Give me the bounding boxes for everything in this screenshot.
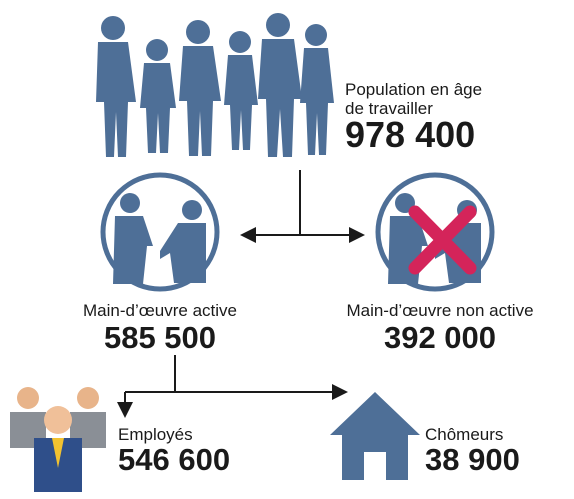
- population-label: de travailler: [345, 99, 433, 118]
- employed-value: 546 600: [118, 442, 230, 477]
- population-label: Population en âge: [345, 80, 482, 99]
- connectors: [117, 170, 365, 418]
- inactive-label: Main-d’œuvre non active: [346, 301, 533, 320]
- active-label: Main-d’œuvre active: [83, 301, 237, 320]
- unemployed-value: 38 900: [425, 442, 520, 477]
- inactive-value: 392 000: [384, 320, 496, 355]
- unemployed-label: Chômeurs: [425, 425, 503, 444]
- active-icon: [100, 172, 220, 292]
- people-silhouettes: [96, 13, 334, 157]
- inactive-icon: [375, 172, 495, 292]
- active-value: 585 500: [104, 320, 216, 355]
- house-icon: [330, 392, 420, 480]
- employees-icon: [10, 387, 106, 492]
- employed-label: Employés: [118, 425, 193, 444]
- population-value: 978 400: [345, 114, 475, 155]
